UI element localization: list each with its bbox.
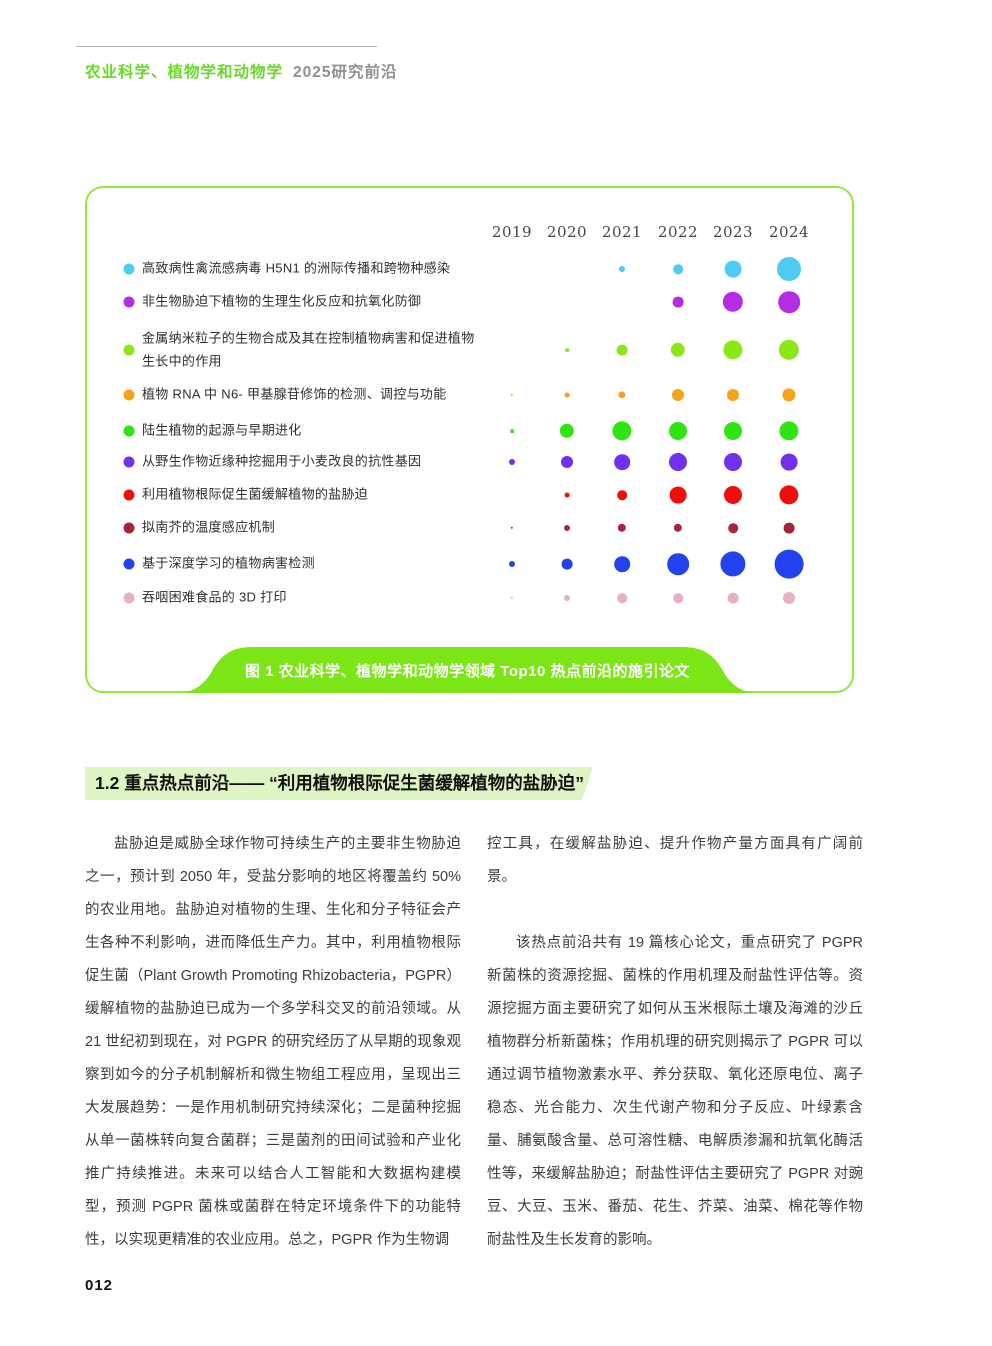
figure-1-plot: 2019 2020 2021 2022 2023 2024 高致病性禽流感病毒 H5N1 的…	[87, 188, 852, 691]
bubble	[782, 388, 796, 402]
bubble	[778, 339, 800, 361]
bubble	[724, 260, 742, 278]
legend-dot	[123, 558, 135, 570]
legend-dot	[123, 425, 135, 437]
section-heading: 1.2 重点热点前沿—— “利用植物根际促生菌缓解植物的盐胁迫”	[85, 767, 593, 800]
legend-dot	[123, 456, 135, 468]
bubble	[564, 525, 570, 531]
year-label: 2024	[768, 223, 810, 241]
bubble	[672, 389, 684, 401]
legend-dot	[123, 296, 135, 308]
bubble	[783, 522, 795, 534]
figure-1: 2019 2020 2021 2022 2023 2024 高致病性禽流感病毒 H5N1 的…	[85, 186, 854, 693]
legend-label: 利用植物根际促生菌缓解植物的盐胁迫	[142, 486, 369, 502]
bubble	[669, 422, 687, 440]
bubble	[777, 257, 801, 281]
paragraph: 盐胁迫是威胁全球作物可持续生产的主要非生物胁迫之一，预计到 2050 年，受盐分…	[85, 836, 461, 1248]
bubble	[612, 421, 632, 441]
bubble	[564, 392, 570, 398]
bubble	[509, 561, 515, 567]
bubble	[510, 429, 514, 433]
bubble	[779, 421, 799, 441]
bubble	[724, 422, 742, 440]
legend-label: 拟南芥的温度感应机制	[142, 519, 276, 535]
bubble	[723, 340, 743, 360]
bubble	[510, 393, 514, 397]
bubble	[618, 391, 626, 399]
bubble	[670, 342, 686, 358]
bubble	[510, 596, 514, 600]
legend-label: 陆生植物的起源与早期进化	[142, 422, 302, 438]
legend-label: 从野生作物近缘种挖掘用于小麦改良的抗性基因	[142, 453, 422, 469]
legend-label: 金属纳米粒子的生物合成及其在控制植物病害和促进植物生长中的作用	[142, 330, 475, 368]
legend-dot	[123, 263, 135, 275]
legend-label: 植物 RNA 中 N6- 甲基腺苷修饰的检测、调控与功能	[142, 386, 447, 402]
bubble	[559, 423, 575, 439]
header-rule	[76, 46, 377, 47]
bubble	[783, 592, 795, 604]
bubble	[672, 296, 684, 308]
year-label: 2023	[712, 223, 754, 241]
bubble	[727, 389, 739, 401]
bubble	[614, 454, 630, 470]
legend-dot	[123, 592, 135, 604]
bubble	[565, 348, 569, 352]
bubble	[724, 486, 742, 504]
paragraph: 该热点前沿共有 19 篇核心论文，重点研究了 PGPR 新菌株的资源挖掘、菌株的…	[487, 935, 863, 1248]
bubble	[722, 291, 744, 313]
bubble	[669, 486, 687, 504]
bubble	[779, 485, 799, 505]
legend-label: 基于深度学习的植物病害检测	[142, 555, 315, 571]
running-header: 农业科学、植物学和动物学 2025研究前沿	[85, 60, 398, 82]
bubble	[617, 523, 627, 533]
paragraph: 控工具，在缓解盐胁迫、提升作物产量方面具有广阔前景。	[487, 836, 863, 885]
left-column: 盐胁迫是威胁全球作物可持续生产的主要非生物胁迫之一，预计到 2050 年，受盐分…	[85, 828, 461, 1257]
legend-label: 非生物胁迫下植物的生理生化反应和抗氧化防御	[142, 293, 422, 309]
bubble	[616, 344, 628, 356]
bubble	[778, 291, 800, 313]
bubble	[564, 492, 570, 498]
legend-label: 高致病性禽流感病毒 H5N1 的洲际传播和跨物种感染	[142, 260, 451, 276]
bubble	[509, 459, 515, 465]
year-label: 2019	[491, 223, 533, 241]
bubble	[673, 593, 683, 603]
bubble	[614, 556, 630, 572]
header-subject: 农业科学、植物学和动物学	[85, 64, 284, 81]
right-column: 控工具，在缓解盐胁迫、提升作物产量方面具有广阔前景。该热点前沿共有 19 篇核心…	[487, 828, 863, 1257]
bubble	[728, 523, 738, 533]
legend-dot	[123, 389, 135, 401]
bubble	[510, 526, 514, 530]
bubble	[673, 264, 683, 274]
bubble	[617, 593, 627, 603]
bubble	[617, 490, 627, 500]
bubble	[561, 558, 573, 570]
bubble	[564, 595, 570, 601]
legend-dot	[123, 344, 135, 356]
body-text: 盐胁迫是威胁全球作物可持续生产的主要非生物胁迫之一，预计到 2050 年，受盐分…	[85, 828, 863, 1257]
figure-caption: 图 1 农业科学、植物学和动物学领域 Top10 热点前沿的施引论文	[244, 663, 691, 680]
year-label: 2022	[657, 223, 699, 241]
header-report-title: 2025研究前沿	[293, 64, 398, 81]
bubble	[780, 453, 798, 471]
bubble	[619, 266, 625, 272]
caption-banner	[175, 647, 760, 693]
page-number: 012	[85, 1277, 114, 1294]
bubble	[727, 592, 739, 604]
bubble	[724, 453, 742, 471]
year-label: 2020	[546, 223, 588, 241]
bubble	[774, 549, 804, 579]
bubble	[669, 453, 687, 471]
legend-dot	[123, 489, 135, 501]
bubble	[673, 523, 683, 533]
year-label: 2021	[601, 223, 643, 241]
legend-dot	[123, 522, 135, 534]
bubble	[720, 551, 746, 577]
bubble	[667, 553, 689, 575]
legend-label: 吞咽困难食品的 3D 打印	[142, 589, 287, 605]
bubble	[561, 456, 573, 468]
